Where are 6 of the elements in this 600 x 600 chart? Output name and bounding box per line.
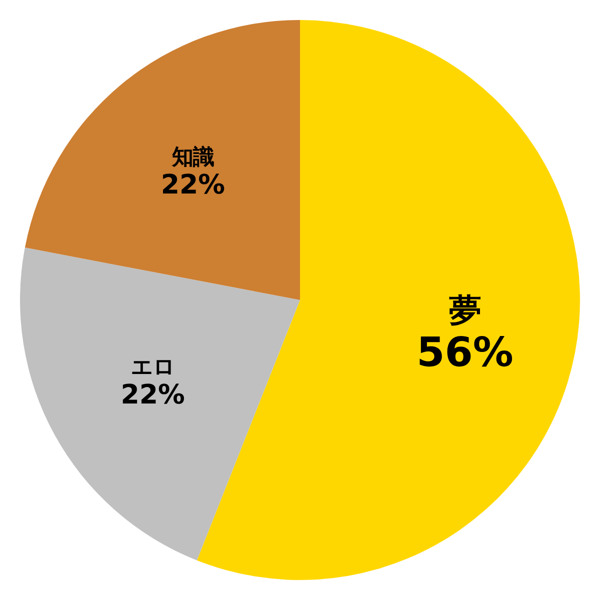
data-label: 22% <box>120 380 185 411</box>
data-label: 56% <box>416 328 514 376</box>
slice-label: 知識 <box>170 144 214 170</box>
slice-label: エロ <box>130 355 175 380</box>
slice-label: 夢 <box>449 291 482 330</box>
data-label: 22% <box>160 169 225 200</box>
